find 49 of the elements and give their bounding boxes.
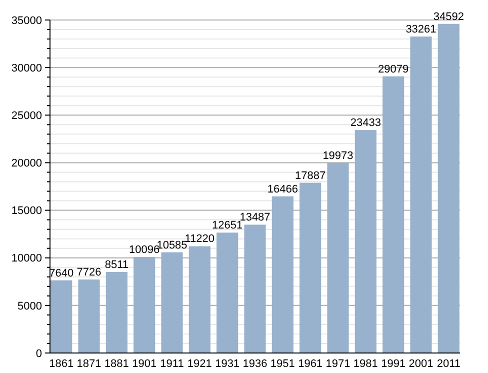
x-tick-label: 1871 <box>76 358 102 370</box>
bar <box>188 246 210 353</box>
bar <box>300 182 322 353</box>
bar <box>438 24 460 353</box>
x-tick-label: 1901 <box>132 358 157 370</box>
data-label: 17887 <box>295 170 326 182</box>
data-label: 8511 <box>104 259 128 272</box>
data-label: 7726 <box>76 266 102 278</box>
bar <box>161 252 183 353</box>
y-tick-label: 5000 <box>18 300 42 312</box>
y-tick-label: 15000 <box>11 205 42 218</box>
bar <box>354 130 376 353</box>
y-tick-label: 20000 <box>11 158 42 170</box>
x-tick-label: 1861 <box>49 358 74 370</box>
y-tick-label: 0 <box>36 348 42 360</box>
bar <box>50 280 72 353</box>
x-tick-label: 1971 <box>326 358 350 370</box>
y-tick-label: 35000 <box>11 14 42 27</box>
data-label: 34592 <box>433 10 464 23</box>
bar <box>382 76 404 353</box>
bar <box>244 224 266 353</box>
y-tick-label: 25000 <box>11 110 42 122</box>
data-label: 16466 <box>267 183 298 196</box>
x-tick-label: 1881 <box>104 358 129 370</box>
bar <box>272 196 294 353</box>
x-tick-label: 1936 <box>242 358 268 370</box>
y-tick-label: 30000 <box>11 62 42 74</box>
x-tick-label: 2011 <box>436 358 460 370</box>
bar <box>78 279 100 353</box>
y-tick-label: 10000 <box>11 252 42 265</box>
bar <box>216 232 238 353</box>
data-label: 29079 <box>378 63 409 76</box>
bar <box>134 256 156 353</box>
data-label: 33261 <box>406 24 436 36</box>
x-tick-label: 1991 <box>381 358 406 370</box>
x-tick-label: 1981 <box>353 358 378 370</box>
x-tick-label: 1931 <box>215 358 240 370</box>
x-tick-label: 2001 <box>408 358 434 370</box>
data-label: 19973 <box>322 150 354 162</box>
x-tick-label: 1951 <box>270 358 295 370</box>
x-tick-label: 1961 <box>298 358 323 370</box>
x-tick-label: 1921 <box>187 358 212 370</box>
data-label: 7640 <box>49 267 74 280</box>
bar <box>106 272 128 353</box>
bar <box>410 36 432 353</box>
data-label: 10096 <box>129 244 160 256</box>
x-tick-label: 1911 <box>160 358 184 370</box>
data-label: 23433 <box>350 117 381 130</box>
bar <box>327 162 349 353</box>
